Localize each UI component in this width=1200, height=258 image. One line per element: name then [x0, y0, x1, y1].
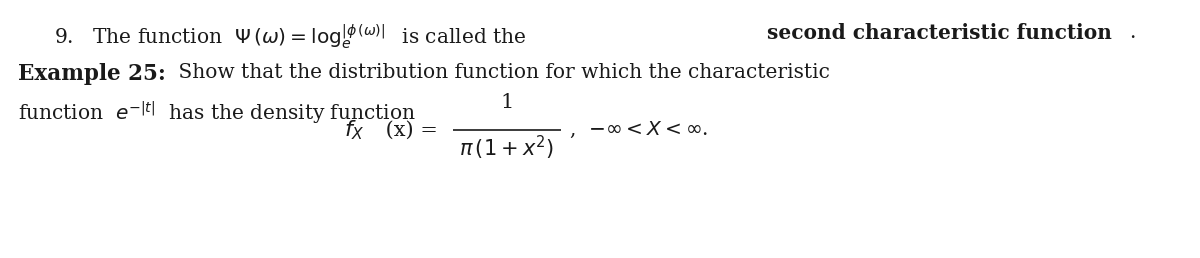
Text: function  $e^{-|t|}$  has the density function: function $e^{-|t|}$ has the density func…: [18, 100, 415, 127]
Text: (x) =: (x) =: [379, 120, 438, 140]
Text: 9.   The function  $\Psi\,(\omega) = \log_e^{|\phi\,(\omega)|}$  is called the: 9. The function $\Psi\,(\omega) = \log_e…: [54, 23, 534, 52]
Text: 1: 1: [500, 93, 514, 112]
Text: Example 25:: Example 25:: [18, 63, 166, 85]
Text: $\pi\,(1 + x^2)$: $\pi\,(1 + x^2)$: [460, 134, 554, 162]
Text: Show that the distribution function for which the characteristic: Show that the distribution function for …: [172, 63, 830, 82]
Text: $f_X$: $f_X$: [344, 118, 365, 142]
Text: ,  $-\infty < X < \infty$.: , $-\infty < X < \infty$.: [569, 120, 708, 140]
Text: second characteristic function: second characteristic function: [768, 23, 1112, 43]
Text: .: .: [1129, 23, 1136, 42]
